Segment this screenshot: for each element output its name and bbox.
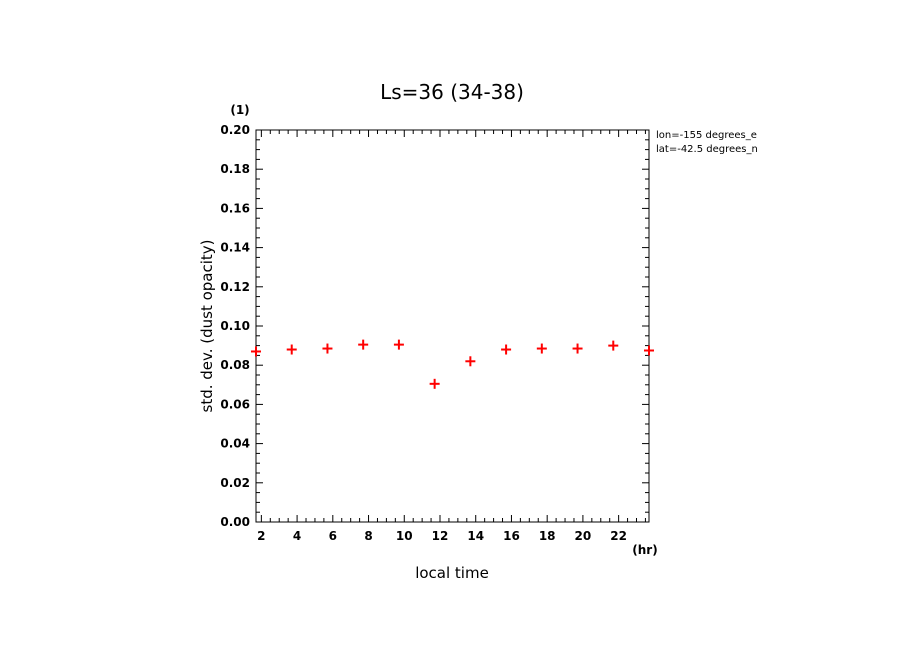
y-axis-label: std. dev. (dust opacity) [198,239,216,412]
x-axis-label: local time [415,564,489,582]
y-tick-label: 0.04 [220,437,250,451]
y-tick-label: 0.20 [220,123,250,137]
tick-labels: 0.00 0.02 0.04 0.06 0.08 0.10 0.12 0.14 0.16 0.18… [220,123,627,543]
y-tick-label: 0.18 [220,162,250,176]
y-tick-label: 0.02 [220,476,250,490]
annotation-lon: lon=-155 degrees_e [656,130,757,141]
chart-title: Ls=36 (34-38) [380,80,524,104]
y-tick-label: 0.14 [220,241,250,255]
data-point [429,378,440,389]
data-point [322,343,333,354]
plot-frame [255,129,650,523]
x-unit-label: (hr) [632,543,657,557]
y-tick-label: 0.00 [220,515,250,529]
data-point [644,345,654,356]
axis-ticks [256,129,649,523]
x-tick-label: 18 [539,529,556,543]
x-tick-label: 8 [364,529,372,543]
x-tick-label: 22 [610,529,627,543]
data-point [393,339,404,350]
data-point [501,344,512,355]
x-tick-label: 10 [396,529,413,543]
x-tick-label: 20 [575,529,592,543]
data-points [251,339,654,389]
data-point [572,343,583,354]
x-tick-label: 4 [293,529,301,543]
y-tick-label: 0.12 [220,280,250,294]
y-tick-label: 0.08 [220,358,250,372]
data-point [358,339,369,350]
data-point [536,343,547,354]
y-tick-label: 0.16 [220,201,250,215]
data-point [608,340,619,351]
y-unit-label: (1) [230,103,249,117]
data-point [286,344,297,355]
x-tick-label: 6 [329,529,337,543]
x-tick-label: 14 [467,529,484,543]
data-point [251,346,261,357]
x-tick-label: 2 [257,529,265,543]
x-tick-label: 12 [432,529,449,543]
y-tick-label: 0.06 [220,397,250,411]
y-tick-label: 0.10 [220,319,250,333]
annotation-lat: lat=-42.5 degrees_n [656,144,758,155]
x-tick-label: 16 [503,529,520,543]
data-point [465,356,476,367]
